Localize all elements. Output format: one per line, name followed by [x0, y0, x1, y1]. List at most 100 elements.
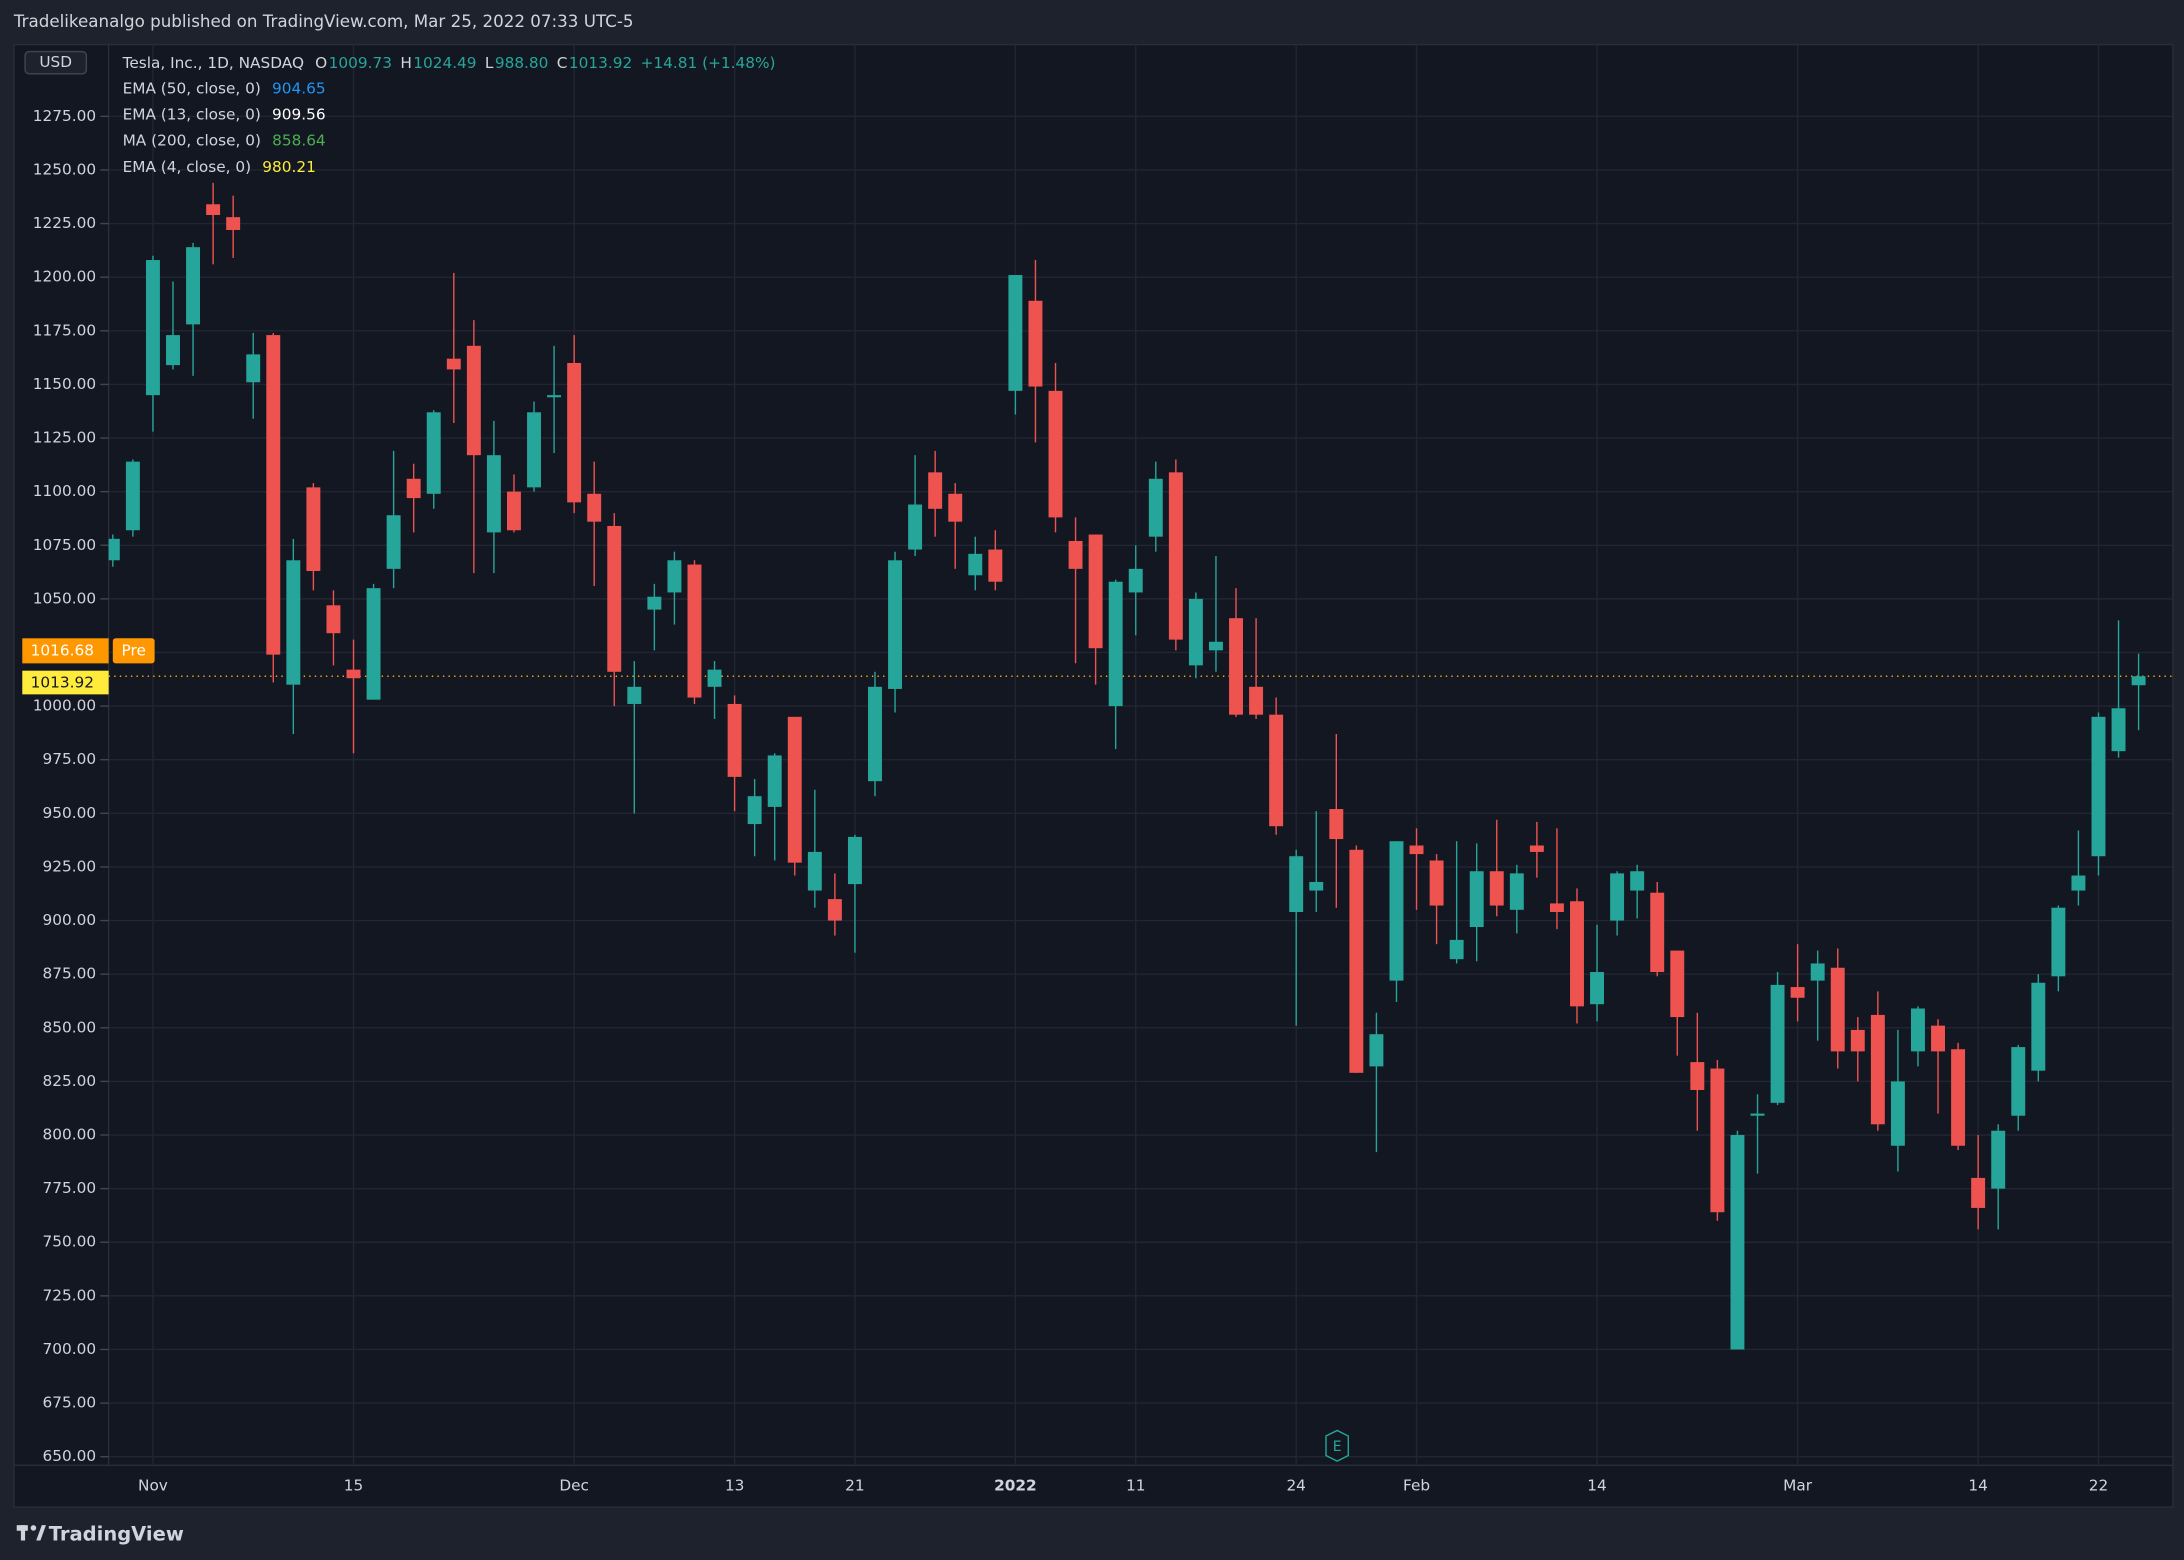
- candle-body: [1369, 1034, 1384, 1067]
- candle-body: [567, 362, 582, 503]
- candle-body: [547, 395, 562, 398]
- candle-body: [928, 472, 943, 509]
- candle-body: [186, 247, 201, 325]
- last-price: 1013.92: [31, 674, 94, 692]
- candle-body: [1590, 972, 1605, 1005]
- candle-body: [1830, 967, 1845, 1052]
- candle-body: [1289, 856, 1304, 912]
- candle-body: [1148, 478, 1163, 537]
- candle-body: [607, 525, 622, 672]
- candle-body: [1991, 1130, 2006, 1189]
- x-tick-label: 11: [1126, 1477, 1146, 1495]
- candle-body: [1469, 871, 1484, 927]
- candle-body: [1549, 903, 1564, 912]
- candle-body: [1911, 1008, 1925, 1052]
- x-tick-label: 24: [1286, 1477, 1306, 1495]
- ohlc-change: +14.81 (+1.48%): [641, 54, 776, 72]
- candle-body: [1870, 1014, 1885, 1125]
- candle-body: [1971, 1177, 1986, 1208]
- candle-body: [1329, 809, 1344, 840]
- candle-body: [1529, 845, 1544, 852]
- legend-series-value: 904.65: [272, 80, 326, 98]
- y-tick-label: 700.00: [43, 1340, 97, 1358]
- y-tick-label: 950.00: [43, 804, 97, 822]
- x-tick-label: 2022: [994, 1477, 1037, 1495]
- candle-body: [1209, 641, 1223, 651]
- legend-series-name: EMA (4, close, 0): [123, 158, 252, 176]
- y-tick-label: 1000.00: [33, 697, 96, 715]
- legend-series-name: MA (200, close, 0): [123, 132, 261, 150]
- currency-label: USD: [39, 53, 72, 71]
- x-tick-label: Mar: [1783, 1477, 1813, 1495]
- earnings-icon: [1325, 1429, 1349, 1462]
- premarket-tag: Pre: [122, 641, 146, 659]
- candle-body: [346, 669, 361, 679]
- candle-body: [787, 716, 802, 863]
- x-tick-label: 21: [845, 1477, 865, 1495]
- candle-body: [687, 564, 702, 698]
- x-tick-label: 15: [344, 1477, 364, 1495]
- candle-body: [1489, 871, 1504, 906]
- tradingview-logo: [16, 1525, 46, 1541]
- candle-body: [2071, 875, 2086, 891]
- candle-body: [1008, 275, 1023, 391]
- y-tick-label: 975.00: [43, 750, 97, 768]
- candle-body: [1650, 892, 1665, 973]
- ohlc-label: H: [400, 54, 412, 72]
- ohlc-label: C: [557, 54, 568, 72]
- y-tick-label: 775.00: [43, 1179, 97, 1197]
- candle-body: [466, 345, 481, 456]
- y-tick-label: 1250.00: [33, 160, 96, 178]
- y-tick-label: 875.00: [43, 965, 97, 983]
- x-tick-label: 14: [1968, 1477, 1988, 1495]
- candle-body: [908, 504, 923, 550]
- legend-series-name: EMA (50, close, 0): [123, 80, 261, 98]
- candle-body: [1068, 540, 1083, 569]
- candle-body: [145, 260, 160, 396]
- y-tick-label: 1175.00: [33, 321, 96, 339]
- candle-body: [306, 487, 321, 571]
- y-tick-label: 1275.00: [33, 107, 96, 125]
- x-tick-label: 22: [2089, 1477, 2109, 1495]
- candle-body: [767, 755, 782, 807]
- candle-body: [1710, 1068, 1725, 1213]
- candle-body: [888, 560, 903, 689]
- candle-body: [727, 703, 742, 777]
- y-tick-label: 675.00: [43, 1394, 97, 1412]
- earnings-label: E: [1333, 1439, 1342, 1455]
- ohlc-value: 1009.73: [329, 54, 392, 72]
- candle-body: [968, 553, 983, 576]
- candle-body: [2011, 1047, 2026, 1116]
- x-tick-label: 14: [1587, 1477, 1607, 1495]
- footer-brand: TradingView: [49, 1522, 184, 1545]
- candle-body: [406, 478, 421, 499]
- candle-body: [226, 217, 241, 231]
- candle-body: [1349, 849, 1364, 1073]
- x-tick-label: 13: [725, 1477, 745, 1495]
- candle-body: [1570, 901, 1584, 1007]
- currency-badge[interactable]: [24, 50, 88, 75]
- candle-body: [125, 461, 140, 531]
- candle-body: [1409, 845, 1424, 855]
- candle-body: [1449, 939, 1464, 960]
- candle-body: [1309, 881, 1324, 891]
- candle-body: [1168, 472, 1183, 640]
- candle-body: [667, 560, 682, 593]
- candle-body: [266, 335, 281, 655]
- candle-body: [988, 549, 1003, 582]
- candle-body: [948, 493, 963, 522]
- legend-series-value: 909.56: [272, 106, 326, 124]
- candle-body: [1690, 1062, 1705, 1090]
- candle-body: [326, 605, 341, 634]
- y-tick-label: 925.00: [43, 857, 97, 875]
- candle-body: [1630, 871, 1645, 891]
- y-tick-label: 1050.00: [33, 589, 96, 607]
- legend-title: Tesla, Inc., 1D, NASDAQ: [122, 54, 304, 72]
- y-tick-label: 1100.00: [33, 482, 96, 500]
- candle-body: [747, 796, 762, 825]
- candle-body: [1770, 984, 1785, 1103]
- y-tick-label: 1125.00: [33, 429, 96, 447]
- candle-body: [206, 204, 221, 215]
- y-tick-label: 1150.00: [33, 375, 96, 393]
- ohlc-value: 1024.49: [413, 54, 476, 72]
